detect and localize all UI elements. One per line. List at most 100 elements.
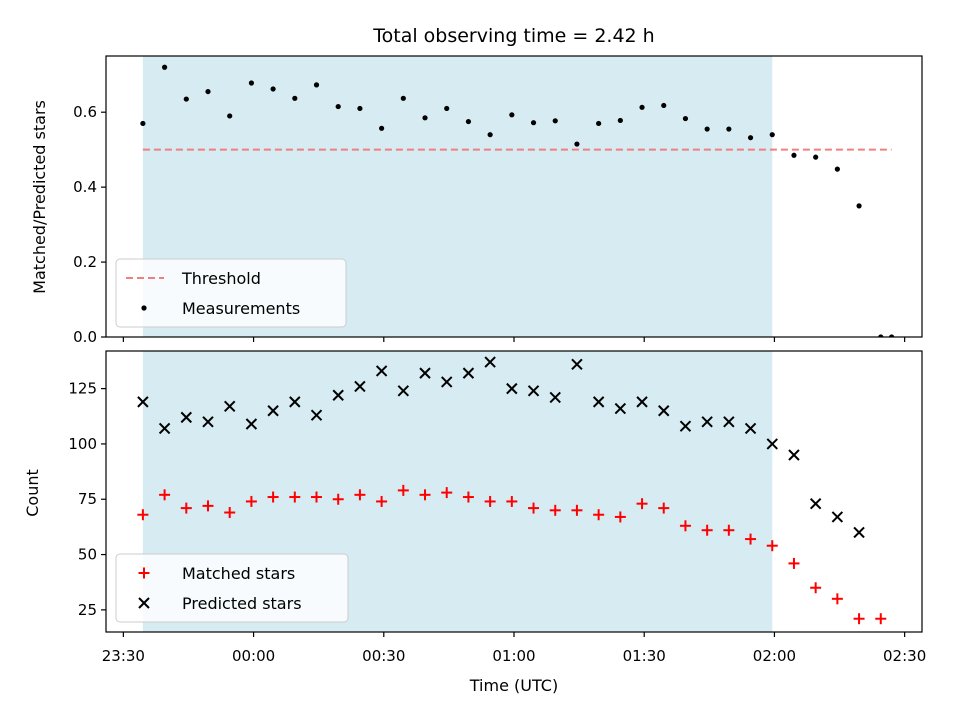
predicted-star-point: [267, 405, 279, 417]
legend-predicted-swatch: [138, 597, 150, 609]
x-b: [701, 416, 713, 428]
matched-star-point: [267, 491, 279, 503]
y-tick-label: 25: [78, 601, 97, 619]
measurement-point: [270, 86, 276, 92]
x-b: [441, 376, 453, 388]
measurement-point: [227, 113, 233, 119]
measurement-point: [834, 166, 840, 172]
matched-star-point: [202, 500, 214, 512]
predicted-star-point: [592, 396, 605, 408]
x-b: [137, 396, 149, 408]
legend-matched-swatch: [138, 567, 150, 579]
x-b: [375, 365, 388, 377]
top-panel: 0.0 0.2 0.4 0.6 Threshold Measurements: [73, 55, 923, 346]
predicted-star-point: [723, 416, 735, 428]
predicted-star-point: [636, 396, 648, 408]
predicted-star-point: [180, 411, 193, 424]
legend-entry-label: Threshold: [181, 269, 261, 288]
predicted-star-point: [701, 416, 713, 428]
legend: Matched stars Predicted stars: [115, 553, 349, 623]
x-b: [202, 416, 214, 428]
predicted-star-point: [809, 497, 822, 510]
x-axis-label: Time (UTC): [469, 676, 558, 695]
predicted-star-point: [679, 420, 692, 432]
predicted-star-point: [766, 438, 778, 450]
measurement-point: [400, 95, 406, 101]
x-b: [766, 438, 778, 450]
x-b: [831, 511, 844, 523]
y-tick-label: 75: [78, 490, 97, 508]
measurement-point: [292, 95, 298, 101]
x-b: [180, 411, 193, 424]
x-b: [744, 422, 757, 435]
y-tick-label: 0.4: [73, 178, 97, 196]
measurement-point: [661, 102, 667, 109]
x-b: [614, 402, 627, 415]
matched-star-point: [137, 509, 149, 521]
legend-box: [115, 258, 347, 328]
matched-star-point: [506, 495, 518, 507]
predicted-star-point: [462, 367, 475, 379]
measurement-point: [878, 334, 884, 337]
measurement-point: [704, 126, 710, 132]
matched-star-point: [853, 613, 865, 625]
x-tick-label: 00:00: [232, 647, 275, 665]
matched-star-point: [224, 507, 236, 519]
predicted-star-point: [853, 526, 865, 539]
x-b: [158, 422, 171, 435]
matched-star-point: [376, 495, 388, 507]
measurement-point: [530, 120, 537, 126]
predicted-star-point: [506, 382, 518, 395]
x-b: [506, 382, 518, 395]
bottom-panel: 25 50 75 100 125 23:30 00:00 00:30 01:00 01:30 02:…: [68, 350, 926, 665]
predicted-star-point: [137, 396, 149, 408]
x-b: [853, 526, 865, 539]
chart-title: Total observing time = 2.42 h: [372, 25, 654, 47]
x-b: [419, 367, 431, 379]
x-b: [723, 416, 735, 428]
matched-star-point: [289, 491, 301, 503]
predicted-star-point: [527, 385, 540, 397]
x-tick-label: 00:30: [362, 647, 405, 665]
predicted-star-point: [332, 389, 344, 401]
x-tick-label: 01:30: [623, 647, 666, 665]
predicted-star-point: [571, 358, 583, 370]
matched-star-point: [159, 489, 171, 501]
predicted-star-point: [310, 409, 323, 421]
matched-star-point: [528, 502, 540, 514]
matched-star-point: [810, 582, 822, 594]
predicted-star-point: [245, 418, 258, 430]
measurement-point: [422, 115, 428, 121]
x-b: [462, 367, 475, 379]
predicted-star-point: [441, 376, 453, 388]
matched-star-point: [311, 491, 323, 503]
x-b: [571, 358, 583, 370]
matched-star-point: [484, 495, 496, 507]
legend-entry-label: Measurements: [182, 299, 300, 318]
predicted-star-point: [614, 402, 627, 415]
predicted-star-point: [289, 396, 301, 408]
predicted-star-point: [831, 511, 844, 523]
measurement-point: [379, 125, 385, 131]
data-layer: [140, 64, 895, 337]
x-b: [138, 597, 150, 609]
x-b: [679, 420, 692, 432]
data-layer: [137, 356, 887, 625]
matched-star-point: [180, 502, 192, 514]
legend-box: [115, 553, 349, 623]
measurement-point: [205, 88, 211, 95]
x-b: [592, 396, 605, 408]
predicted-star-point: [788, 449, 800, 461]
measurement-point: [357, 105, 363, 112]
measurement-point: [596, 120, 602, 127]
matched-star-point: [441, 487, 453, 499]
legend: Threshold Measurements: [115, 258, 347, 328]
x-b: [332, 389, 344, 401]
predicted-star-point: [354, 380, 366, 393]
measurement-point: [465, 118, 472, 125]
x-b: [289, 396, 301, 408]
matched-star-point: [766, 540, 778, 552]
x-tick-label: 23:30: [102, 647, 145, 665]
matched-star-point: [332, 493, 344, 505]
